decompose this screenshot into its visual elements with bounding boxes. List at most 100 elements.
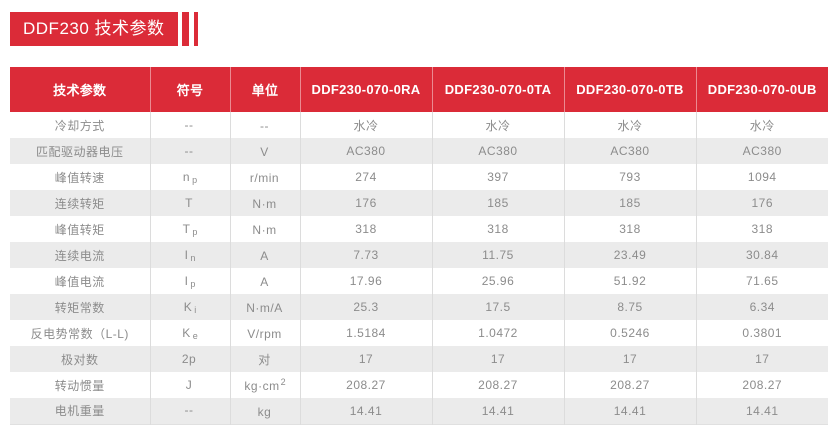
value-label: 176 (751, 196, 774, 210)
value-label: 17 (755, 352, 770, 366)
spec-table: 技术参数 符号 单位 DDF230-070-0RA DDF230-070-0TA… (10, 67, 828, 425)
table-row: 极对数 2p 对 17 17 17 17 (10, 346, 828, 372)
value-cell-0ra: 17 (300, 346, 433, 372)
value-cell-0ta: 11.75 (432, 242, 565, 268)
value-cell-0ra: 176 (300, 190, 433, 216)
value-cell-0tb: 8.75 (564, 294, 697, 320)
value-cell-0ub: 208.27 (696, 372, 828, 398)
column-header-model-0ta: DDF230-070-0TA (432, 67, 565, 112)
value-label: 11.75 (482, 248, 514, 262)
table-row: 冷却方式 -- -- 水冷 水冷 水冷 水冷 (10, 112, 828, 138)
unit-cell: kg·cm2 (230, 372, 301, 398)
value-cell-0ra: 7.73 (300, 242, 433, 268)
value-cell-0ub: AC380 (696, 138, 828, 164)
value-cell-0ub: 17 (696, 346, 828, 372)
column-header-model-0ub: DDF230-070-0UB (696, 67, 828, 112)
value-cell-0ub: 1094 (696, 164, 828, 190)
param-cell: 冷却方式 (10, 112, 151, 138)
column-header-model-0tb: DDF230-070-0TB (564, 67, 697, 112)
value-label: 17.96 (349, 274, 383, 288)
table-row: 转动惯量 J kg·cm2 208.27 208.27 208.27 208.2… (10, 372, 828, 398)
value-cell-0tb: 208.27 (564, 372, 697, 398)
value-label: 208.27 (742, 378, 783, 392)
unit-cell: -- (230, 112, 301, 138)
value-cell-0tb: 318 (564, 216, 697, 242)
value-label: 7.73 (353, 248, 379, 262)
title-accent-bar-2 (193, 12, 198, 46)
symbol-label: n (182, 169, 191, 184)
param-cell: 连续转矩 (10, 190, 151, 216)
param-cell: 反电势常数（L-L) (10, 320, 151, 346)
value-label: 水冷 (617, 118, 643, 133)
value-label: 208.27 (610, 378, 650, 392)
value-cell-0ub: 318 (696, 216, 828, 242)
value-label: 23.49 (613, 248, 647, 262)
value-label: AC380 (742, 144, 782, 158)
column-header-model-0ra: DDF230-070-0RA (300, 67, 433, 112)
value-label: 1.0472 (478, 326, 518, 340)
value-cell-0tb: 23.49 (564, 242, 697, 268)
value-label: 水冷 (353, 118, 379, 133)
table-row: 连续转矩 T N·m 176 185 185 176 (10, 190, 828, 216)
value-label: 6.34 (749, 300, 775, 314)
value-label: 0.3801 (742, 326, 783, 340)
symbol-label: -- (184, 143, 194, 158)
unit-label: kg·cm (244, 379, 280, 393)
value-label: 17.5 (485, 300, 511, 314)
title-bar: DDF230 技术参数 (10, 12, 198, 46)
symbol-cell: -- (150, 398, 231, 424)
title-accent-bar-1 (181, 12, 189, 46)
value-label: 318 (487, 222, 509, 236)
table-body: 冷却方式 -- -- 水冷 水冷 水冷 水冷 匹配驱动器电压 -- V AC38… (10, 112, 828, 424)
param-cell: 匹配驱动器电压 (10, 138, 151, 164)
unit-label: V (260, 145, 269, 159)
symbol-subscript: e (192, 330, 198, 341)
symbol-cell: 2p (150, 346, 231, 372)
symbol-label: K (183, 299, 193, 314)
symbol-cell: -- (150, 138, 231, 164)
value-label: 176 (355, 196, 377, 210)
value-cell-0ta: 17 (432, 346, 565, 372)
unit-label: kg (257, 404, 272, 419)
value-label: 14.41 (613, 403, 647, 418)
unit-label: V/rpm (247, 327, 282, 341)
unit-cell: A (230, 242, 301, 268)
unit-label: N·m/A (246, 301, 283, 315)
value-label: 25.96 (481, 274, 515, 288)
param-label: 峰值转速 (54, 170, 105, 185)
symbol-label: K (182, 325, 191, 340)
unit-superscript: 2 (280, 377, 286, 387)
value-label: 30.84 (745, 248, 779, 262)
column-header-param: 技术参数 (10, 67, 151, 112)
value-cell-0ta: 14.41 (432, 398, 565, 424)
unit-cell: r/min (230, 164, 301, 190)
value-cell-0ub: 176 (696, 190, 828, 216)
param-label: 匹配驱动器电压 (35, 144, 124, 159)
value-cell-0ub: 水冷 (696, 112, 828, 138)
column-header-unit: 单位 (230, 67, 301, 112)
unit-label: 对 (258, 352, 271, 367)
value-cell-0ub: 6.34 (696, 294, 828, 320)
symbol-label: I (184, 273, 189, 288)
value-cell-0ub: 30.84 (696, 242, 828, 268)
unit-cell: 对 (230, 346, 301, 372)
value-label: 51.92 (613, 274, 647, 288)
param-label: 连续电流 (54, 248, 105, 263)
symbol-subscript: p (190, 278, 196, 289)
value-label: 17 (622, 352, 638, 366)
value-label: 71.65 (745, 274, 779, 288)
value-cell-0tb: 51.92 (564, 268, 697, 294)
value-label: 793 (619, 170, 641, 184)
table-header-row: 技术参数 符号 单位 DDF230-070-0RA DDF230-070-0TA… (10, 67, 828, 112)
value-label: 8.75 (617, 300, 643, 314)
unit-label: N·m (252, 197, 277, 211)
param-cell: 电机重量 (10, 398, 151, 424)
param-label: 转动惯量 (54, 378, 105, 393)
